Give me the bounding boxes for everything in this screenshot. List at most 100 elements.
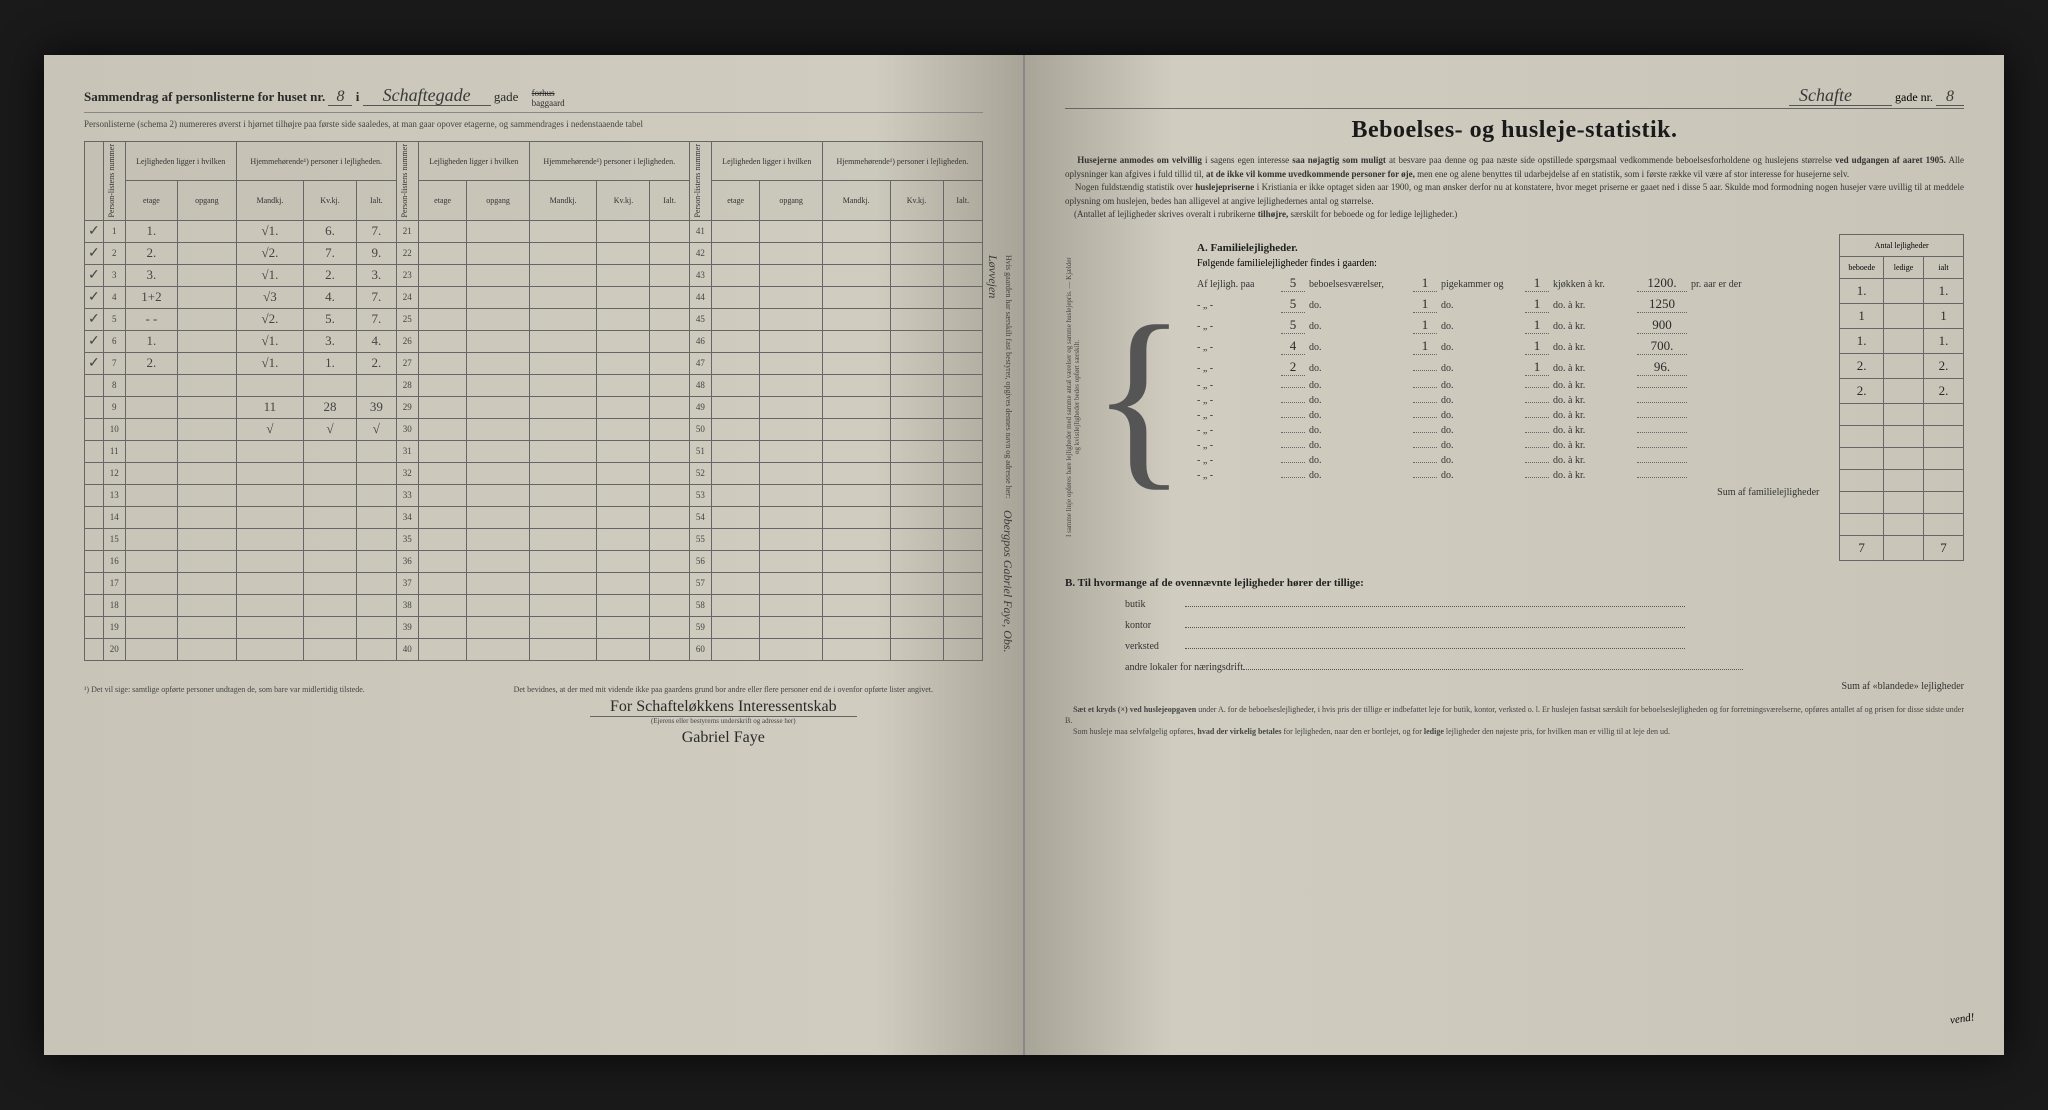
table-row: ✓72.√1.1.2.2747 xyxy=(85,352,983,374)
form-row: - „ -do.do.do. à kr. xyxy=(1197,470,1819,481)
hdr-lejligheden-3: Lejligheden ligger i hvilken xyxy=(711,142,822,181)
table-row: 143454 xyxy=(85,506,983,528)
intro-9: Nogen fuldstændig statistik over xyxy=(1075,182,1193,192)
intro-14: særskilt for beboede og for ledige lejli… xyxy=(1291,209,1458,219)
sum-ledige xyxy=(1884,535,1924,560)
form-row: - „ -4do.1do.1do. à kr.700. xyxy=(1197,338,1819,355)
gade-nr: 8 xyxy=(1936,88,1964,106)
fp-5: for lejligheden, naar den er bortlejet, … xyxy=(1284,727,1422,736)
gade-nr-label: gade nr. xyxy=(1895,90,1933,104)
hdr-ialt-1: Ialt. xyxy=(356,181,396,220)
hdr-beboede: beboede xyxy=(1840,256,1884,278)
fp-1: Sæt et kryds (×) ved huslejeopgaven xyxy=(1073,705,1196,714)
table-row: 133353 xyxy=(85,484,983,506)
form-row: - „ -do.do.do. à kr. xyxy=(1197,395,1819,406)
form-row: - „ -do.do.do. à kr. xyxy=(1197,455,1819,466)
form-row: - „ -do.do.do. à kr. xyxy=(1197,425,1819,436)
footnote: ¹) Det vil sige: samtlige opførte person… xyxy=(84,685,444,747)
intro-1: Husejerne anmodes om velvillig xyxy=(1077,155,1202,165)
hdr-kvkj-1: Kv.kj. xyxy=(304,181,357,220)
antal-row: 1.1. xyxy=(1840,278,1964,303)
form-row: - „ -do.do.do. à kr. xyxy=(1197,410,1819,421)
sum-b-label: Sum af «blandede» lejligheder xyxy=(1065,681,1964,692)
table-row: 82848 xyxy=(85,374,983,396)
section-b-item: verksted xyxy=(1065,639,1964,652)
sum-beboede: 7 xyxy=(1840,535,1884,560)
fp-6: ledige xyxy=(1424,727,1444,736)
intro-12: (Antallet af lejligheder skrives overalt… xyxy=(1074,209,1255,219)
table-row: 10√√√3050 xyxy=(85,418,983,440)
hdr-mandkj-1: Mandkj. xyxy=(236,181,304,220)
antal-row xyxy=(1840,513,1964,535)
intro-3: saa nøjagtig som muligt xyxy=(1292,155,1386,165)
table-row: ✓33.√1.2.3.2343 xyxy=(85,264,983,286)
hdr-ledige: ledige xyxy=(1884,256,1924,278)
hdr-lejligheden-2: Lejligheden ligger i hvilken xyxy=(418,142,529,181)
hdr-ialt-3: Ialt. xyxy=(943,181,983,220)
form-row: - „ -do.do.do. à kr. xyxy=(1197,380,1819,391)
antal-row xyxy=(1840,425,1964,447)
antal-row xyxy=(1840,403,1964,425)
right-page: Schafte gade nr. 8 Beboelses- og husleje… xyxy=(1025,55,2004,1055)
right-street-name: Schafte xyxy=(1789,85,1892,106)
fp-4: hvad der virkelig betales xyxy=(1197,727,1281,736)
table-row: 163656 xyxy=(85,550,983,572)
antal-row xyxy=(1840,491,1964,513)
antal-row: 11 xyxy=(1840,303,1964,328)
left-subtitle: Personlisterne (schema 2) numereres øver… xyxy=(84,119,983,129)
intro-13: tilhøjre, xyxy=(1258,209,1289,219)
title-mid: i xyxy=(356,89,360,104)
left-title: Sammendrag af personlisterne for huset n… xyxy=(84,85,983,113)
hdr-personlistens-3: Person-listens nummer xyxy=(693,144,702,218)
intro-8: men ene og alene benyttes til udarbejdel… xyxy=(1417,169,1849,179)
left-page: Sammendrag af personlisterne for huset n… xyxy=(44,55,1025,1055)
person-table: Person-listens nummer Lejligheden ligger… xyxy=(84,141,983,661)
table-row: ✓41+2√34.7.2444 xyxy=(85,286,983,308)
form-row: - „ -5do.1do.1do. à kr.1250 xyxy=(1197,296,1819,313)
signature-line-1: For Schafteløkkens Interessentskab xyxy=(590,698,857,717)
antal-table: Antal lejligheder beboede ledige ialt 1.… xyxy=(1839,234,1964,561)
section-a-label: A. Familielejligheder. xyxy=(1197,242,1819,254)
antal-title: Antal lejligheder xyxy=(1840,234,1964,256)
intro-10: huslejepriserne xyxy=(1195,182,1254,192)
street-header: Schafte gade nr. 8 xyxy=(1065,85,1964,109)
table-row: ✓22.√2.7.9.2242 xyxy=(85,242,983,264)
hdr-kvkj-3: Kv.kj. xyxy=(890,181,943,220)
title-prefix: Sammendrag af personlisterne for huset n… xyxy=(84,89,325,104)
intro-2: i sagens egen interesse xyxy=(1205,155,1289,165)
hdr-ialt-2: Ialt. xyxy=(650,181,689,220)
intro-7: at de ikke vil komme uvedkommende person… xyxy=(1206,169,1415,179)
table-row: 204060 xyxy=(85,638,983,660)
table-row: ✓5- -√2.5.7.2545 xyxy=(85,308,983,330)
section-b-item: kontor xyxy=(1065,618,1964,631)
vertical-note: Hvis gaarden har særskilt fast bestyrer,… xyxy=(985,255,1015,655)
table-row: 193959 xyxy=(85,616,983,638)
intro-5: ved udgangen af aaret 1905. xyxy=(1835,155,1946,165)
table-row: 173757 xyxy=(85,572,983,594)
brace-icon: { xyxy=(1091,317,1187,477)
intro-paragraph: Husejerne anmodes om velvillig i sagens … xyxy=(1065,154,1964,222)
hdr-opgang-1: opgang xyxy=(178,181,237,220)
hdr-etage-2: etage xyxy=(418,181,467,220)
hdr-mandkj-3: Mandkj. xyxy=(822,181,890,220)
antal-row: 2.2. xyxy=(1840,353,1964,378)
street-name: Schaftegade xyxy=(363,85,491,106)
section-b-item: butik xyxy=(1065,597,1964,610)
table-row: ✓11.√1.6.7.2141 xyxy=(85,220,983,242)
antal-row xyxy=(1840,447,1964,469)
hdr-ialt-side: ialt xyxy=(1924,256,1964,278)
section-b-item: andre lokaler for næringsdrift xyxy=(1065,660,1964,673)
form-row: - „ -2do.do.1do. à kr.96. xyxy=(1197,359,1819,376)
antal-row: 1.1. xyxy=(1840,328,1964,353)
census-book: Sammendrag af personlisterne for huset n… xyxy=(44,55,2004,1055)
fp-7: lejligheder den nøjeste pris, for hvilke… xyxy=(1446,727,1670,736)
hdr-mandkj-2: Mandkj. xyxy=(529,181,597,220)
main-title: Beboelses- og husleje-statistik. xyxy=(1065,117,1964,144)
form-row: - „ -do.do.do. à kr. xyxy=(1197,440,1819,451)
hdr-etage-3: etage xyxy=(711,181,760,220)
hdr-opgang-2: opgang xyxy=(467,181,529,220)
sum-ialt: 7 xyxy=(1924,535,1964,560)
marginal-note: I samme linje opføres bare lejligheder m… xyxy=(1065,257,1081,537)
hdr-hjemme-1: Hjemmehørende¹) personer i lejligheden. xyxy=(236,142,396,181)
table-row: 123252 xyxy=(85,462,983,484)
